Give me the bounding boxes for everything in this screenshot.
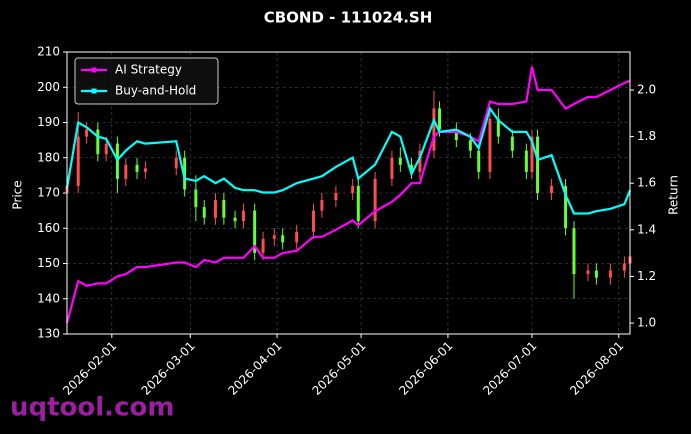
candle-body (586, 270, 590, 275)
candle-body (320, 200, 324, 211)
y2-axis-label: Return (667, 175, 681, 215)
candle-body (124, 164, 128, 179)
y-tick-label: 140 (37, 291, 60, 305)
y-tick-label: 130 (37, 327, 60, 341)
candle-body (281, 235, 285, 243)
candle-body (510, 136, 514, 151)
watermark: uqtool.com (10, 393, 174, 423)
y-tick-label: 210 (37, 45, 60, 59)
x-tick-label: 2026-03-01 (139, 339, 198, 398)
y2-tick-label: 1.6 (637, 176, 656, 190)
x-tick-label: 2026-04-01 (225, 339, 284, 398)
x-tick-label: 2026-06-01 (396, 339, 455, 398)
candle-body (183, 157, 187, 190)
candle-body (432, 108, 436, 151)
y2-tick-label: 1.0 (637, 316, 656, 330)
candle-body (253, 210, 257, 253)
y2-tick-label: 1.8 (637, 129, 656, 143)
candle-body (85, 129, 89, 137)
candle-body (477, 150, 481, 172)
x-tick-label: 2026-07-01 (480, 339, 539, 398)
y-tick-label: 170 (37, 186, 60, 200)
candle-body (233, 217, 237, 222)
candle-body (194, 189, 198, 208)
candle-body (438, 108, 442, 130)
candle-body (418, 150, 422, 172)
series-line (65, 66, 631, 324)
legend: AI Strategy Buy-and-Hold (74, 57, 219, 105)
candle-body (213, 200, 217, 218)
candle-body (390, 157, 394, 179)
candle-body (622, 263, 626, 271)
candle-body (76, 136, 80, 186)
y-axis-label: Price (11, 180, 25, 209)
candle-body (334, 193, 338, 201)
candle-body (241, 210, 245, 222)
candle-body (373, 178, 377, 222)
y2-tick-label: 2.0 (637, 82, 656, 96)
legend-label: AI Strategy (115, 63, 182, 77)
candle-body (104, 143, 108, 155)
candle-body (96, 129, 100, 155)
legend-marker (91, 88, 97, 94)
candle-body (202, 207, 206, 218)
y2-tick-label: 1.4 (637, 222, 656, 236)
y-tick-label: 200 (37, 80, 60, 94)
x-tick-label: 2026-08-01 (567, 339, 626, 398)
chart-title: CBOND - 111024.SH (264, 9, 433, 27)
candle-body (530, 136, 534, 172)
y-tick-label: 190 (37, 115, 60, 129)
candle-body (398, 157, 402, 165)
candle-body (572, 228, 576, 275)
legend-box (74, 57, 219, 105)
candle-body (564, 185, 568, 229)
x-tick-label: 2026-02-01 (60, 339, 119, 398)
candle-body (261, 238, 265, 253)
candle-body (311, 210, 315, 232)
y2-tick-label: 1.2 (637, 269, 656, 283)
y-tick-label: 160 (37, 221, 60, 235)
x-tick-label: 2026-05-01 (309, 339, 368, 398)
candle-body (488, 118, 492, 172)
plot-frame (66, 51, 631, 335)
y-tick-label: 150 (37, 256, 60, 270)
candle-body (222, 200, 226, 218)
candle-body (468, 140, 472, 151)
candle-body (454, 129, 458, 141)
candle-body (272, 235, 276, 239)
legend-label: Buy-and-Hold (115, 84, 196, 98)
candle-body (608, 270, 612, 278)
candle-body (143, 168, 147, 172)
candle-body (524, 150, 528, 172)
candle-body (410, 164, 414, 172)
candle-body (356, 185, 360, 222)
candle-body (295, 231, 299, 243)
candle-body (496, 118, 500, 137)
series-line (65, 106, 632, 215)
candle-body (174, 157, 178, 169)
candle-body (135, 164, 139, 172)
candle-body (536, 136, 540, 193)
y-tick-label: 180 (37, 150, 60, 164)
candle-body (594, 270, 598, 278)
legend-marker (91, 67, 97, 73)
candle-body (550, 185, 554, 193)
candle-body (351, 185, 355, 193)
